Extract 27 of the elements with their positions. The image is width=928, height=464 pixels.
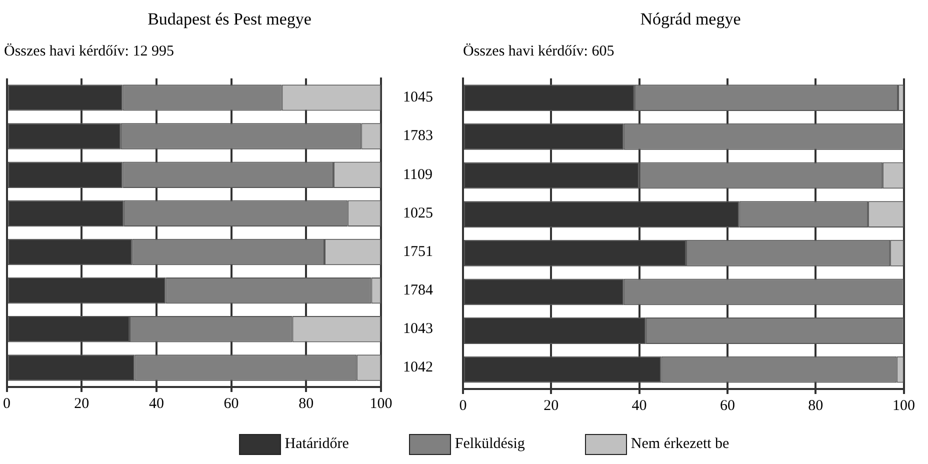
- chart-subtitle: Összes havi kérdőív: 12 995: [4, 42, 174, 60]
- text: Felküldésig: [454, 436, 525, 453]
- x-tick-label: 80: [298, 396, 314, 412]
- y-tick-label: 1043: [403, 321, 433, 338]
- chart-title: Nógrád megye: [640, 10, 741, 29]
- chart-title: Budapest és Pest megye: [148, 10, 312, 29]
- x-tick-label: 0: [3, 396, 10, 412]
- y-tick-label: 1045: [403, 90, 433, 106]
- x-tick-label: 20: [544, 398, 559, 414]
- chart-subtitle: Összes havi kérdőív: 605: [463, 42, 614, 60]
- x-tick-label: 40: [632, 398, 647, 414]
- x-tick-label: 100: [892, 398, 915, 414]
- y-tick-label: 1784: [403, 282, 434, 298]
- legend-label: Határidőre: [284, 436, 349, 453]
- x-tick-label: 100: [370, 396, 392, 412]
- y-tick-label: 1042: [403, 360, 433, 376]
- y-tick-label: 1025: [403, 205, 433, 222]
- x-tick-label: 40: [148, 396, 164, 412]
- legend-label: Nem érkezett be: [630, 436, 730, 453]
- y-tick-label: 1783: [403, 128, 433, 144]
- y-tick-label: 1751: [403, 244, 433, 260]
- x-tick-label: 60: [720, 398, 735, 414]
- y-tick-label: 1109: [403, 166, 432, 183]
- x-tick-label: 60: [224, 396, 239, 412]
- x-tick-label: 80: [808, 398, 824, 414]
- x-tick-label: 20: [74, 396, 90, 412]
- x-tick-label: 0: [459, 398, 467, 414]
